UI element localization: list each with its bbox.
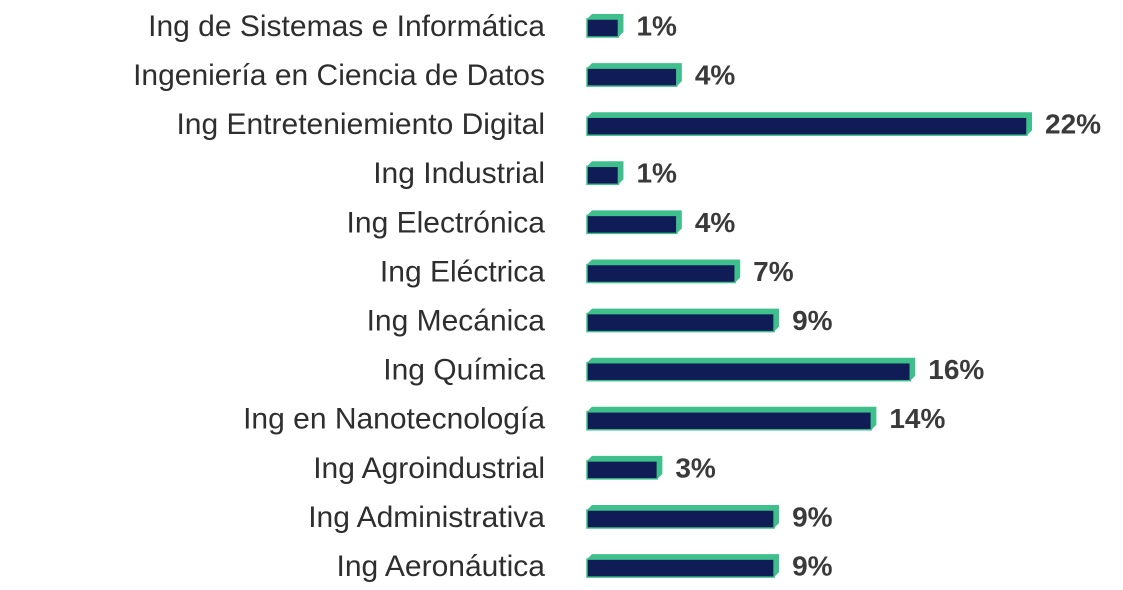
value-label: 3% [675,452,716,483]
category-label: Ing Aeronáutica [337,550,546,583]
bar [586,509,775,529]
bar [586,460,659,480]
bar [586,558,775,578]
category-label: Ing Eléctrica [380,255,545,288]
category-label: Ing Agroindustrial [313,452,545,485]
bar [586,312,775,333]
category-label: Ing Administrativa [308,501,545,534]
bar [586,116,1028,136]
category-label: Ing Mecánica [367,305,546,338]
bar [586,263,736,284]
bar [586,67,678,87]
category-label: Ing Industrial [373,157,545,190]
value-label: 1% [636,10,677,41]
value-label: 9% [792,305,833,336]
bar [586,361,912,382]
bar [586,18,620,38]
category-label: Ing Química [383,354,545,387]
value-label: 4% [695,59,736,90]
value-label: 1% [636,158,677,189]
value-label: 9% [792,550,833,581]
bar [586,214,678,235]
bar [586,165,620,186]
value-label: 9% [792,501,833,532]
value-label: 14% [889,403,945,434]
bar [586,411,873,431]
category-label: Ingeniería en Ciencia de Datos [133,59,545,92]
category-label: Ing Electrónica [347,206,546,239]
value-label: 22% [1045,109,1101,140]
value-label: 16% [928,354,984,385]
category-label: Ing Entreteniemiento Digital [176,108,545,141]
category-label: Ing de Sistemas e Informática [148,10,545,43]
category-label: Ing en Nanotecnología [243,403,545,436]
value-label: 7% [753,256,794,287]
value-label: 4% [695,207,736,238]
